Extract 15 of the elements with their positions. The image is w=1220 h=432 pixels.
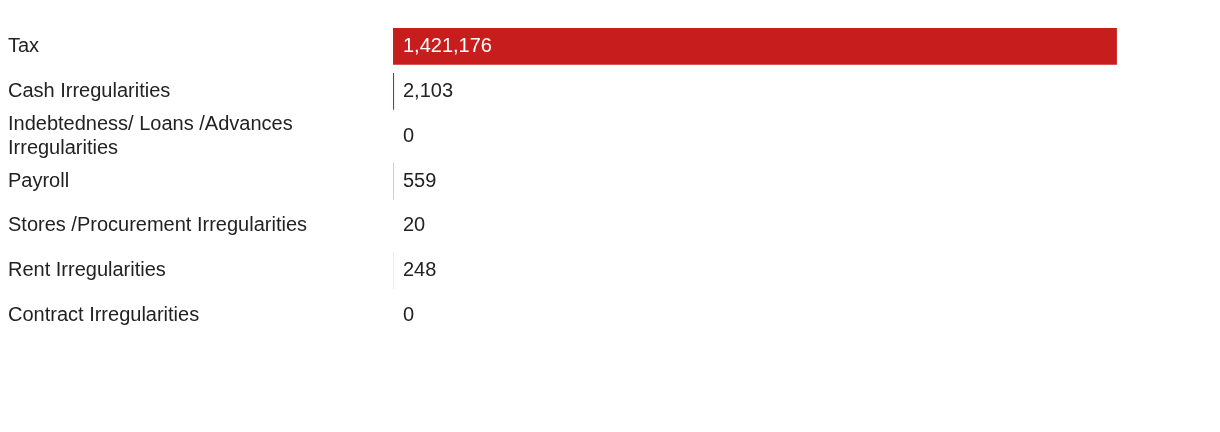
data-label: 248 xyxy=(403,258,437,281)
y-tick-label: Contract Irregularities xyxy=(8,303,200,326)
y-tick-label: Payroll xyxy=(8,168,70,191)
y-tick-label: Stores /Procurement Irregularities xyxy=(8,213,308,236)
data-label: 20 xyxy=(403,213,426,236)
y-tick-label: Tax xyxy=(8,33,40,56)
y-tick-label: Indebtedness/ Loans /Advances Irregularities xyxy=(8,111,293,158)
y-tick-label: Cash Irregularities xyxy=(8,78,171,101)
data-label: 0 xyxy=(403,303,415,326)
bar xyxy=(393,28,1117,65)
data-label: 2,103 xyxy=(403,78,454,101)
data-label: 559 xyxy=(403,168,437,191)
data-label: 0 xyxy=(403,123,415,146)
data-label: 1,421,176 xyxy=(403,33,492,56)
y-tick-label: Rent Irregularities xyxy=(8,258,166,281)
